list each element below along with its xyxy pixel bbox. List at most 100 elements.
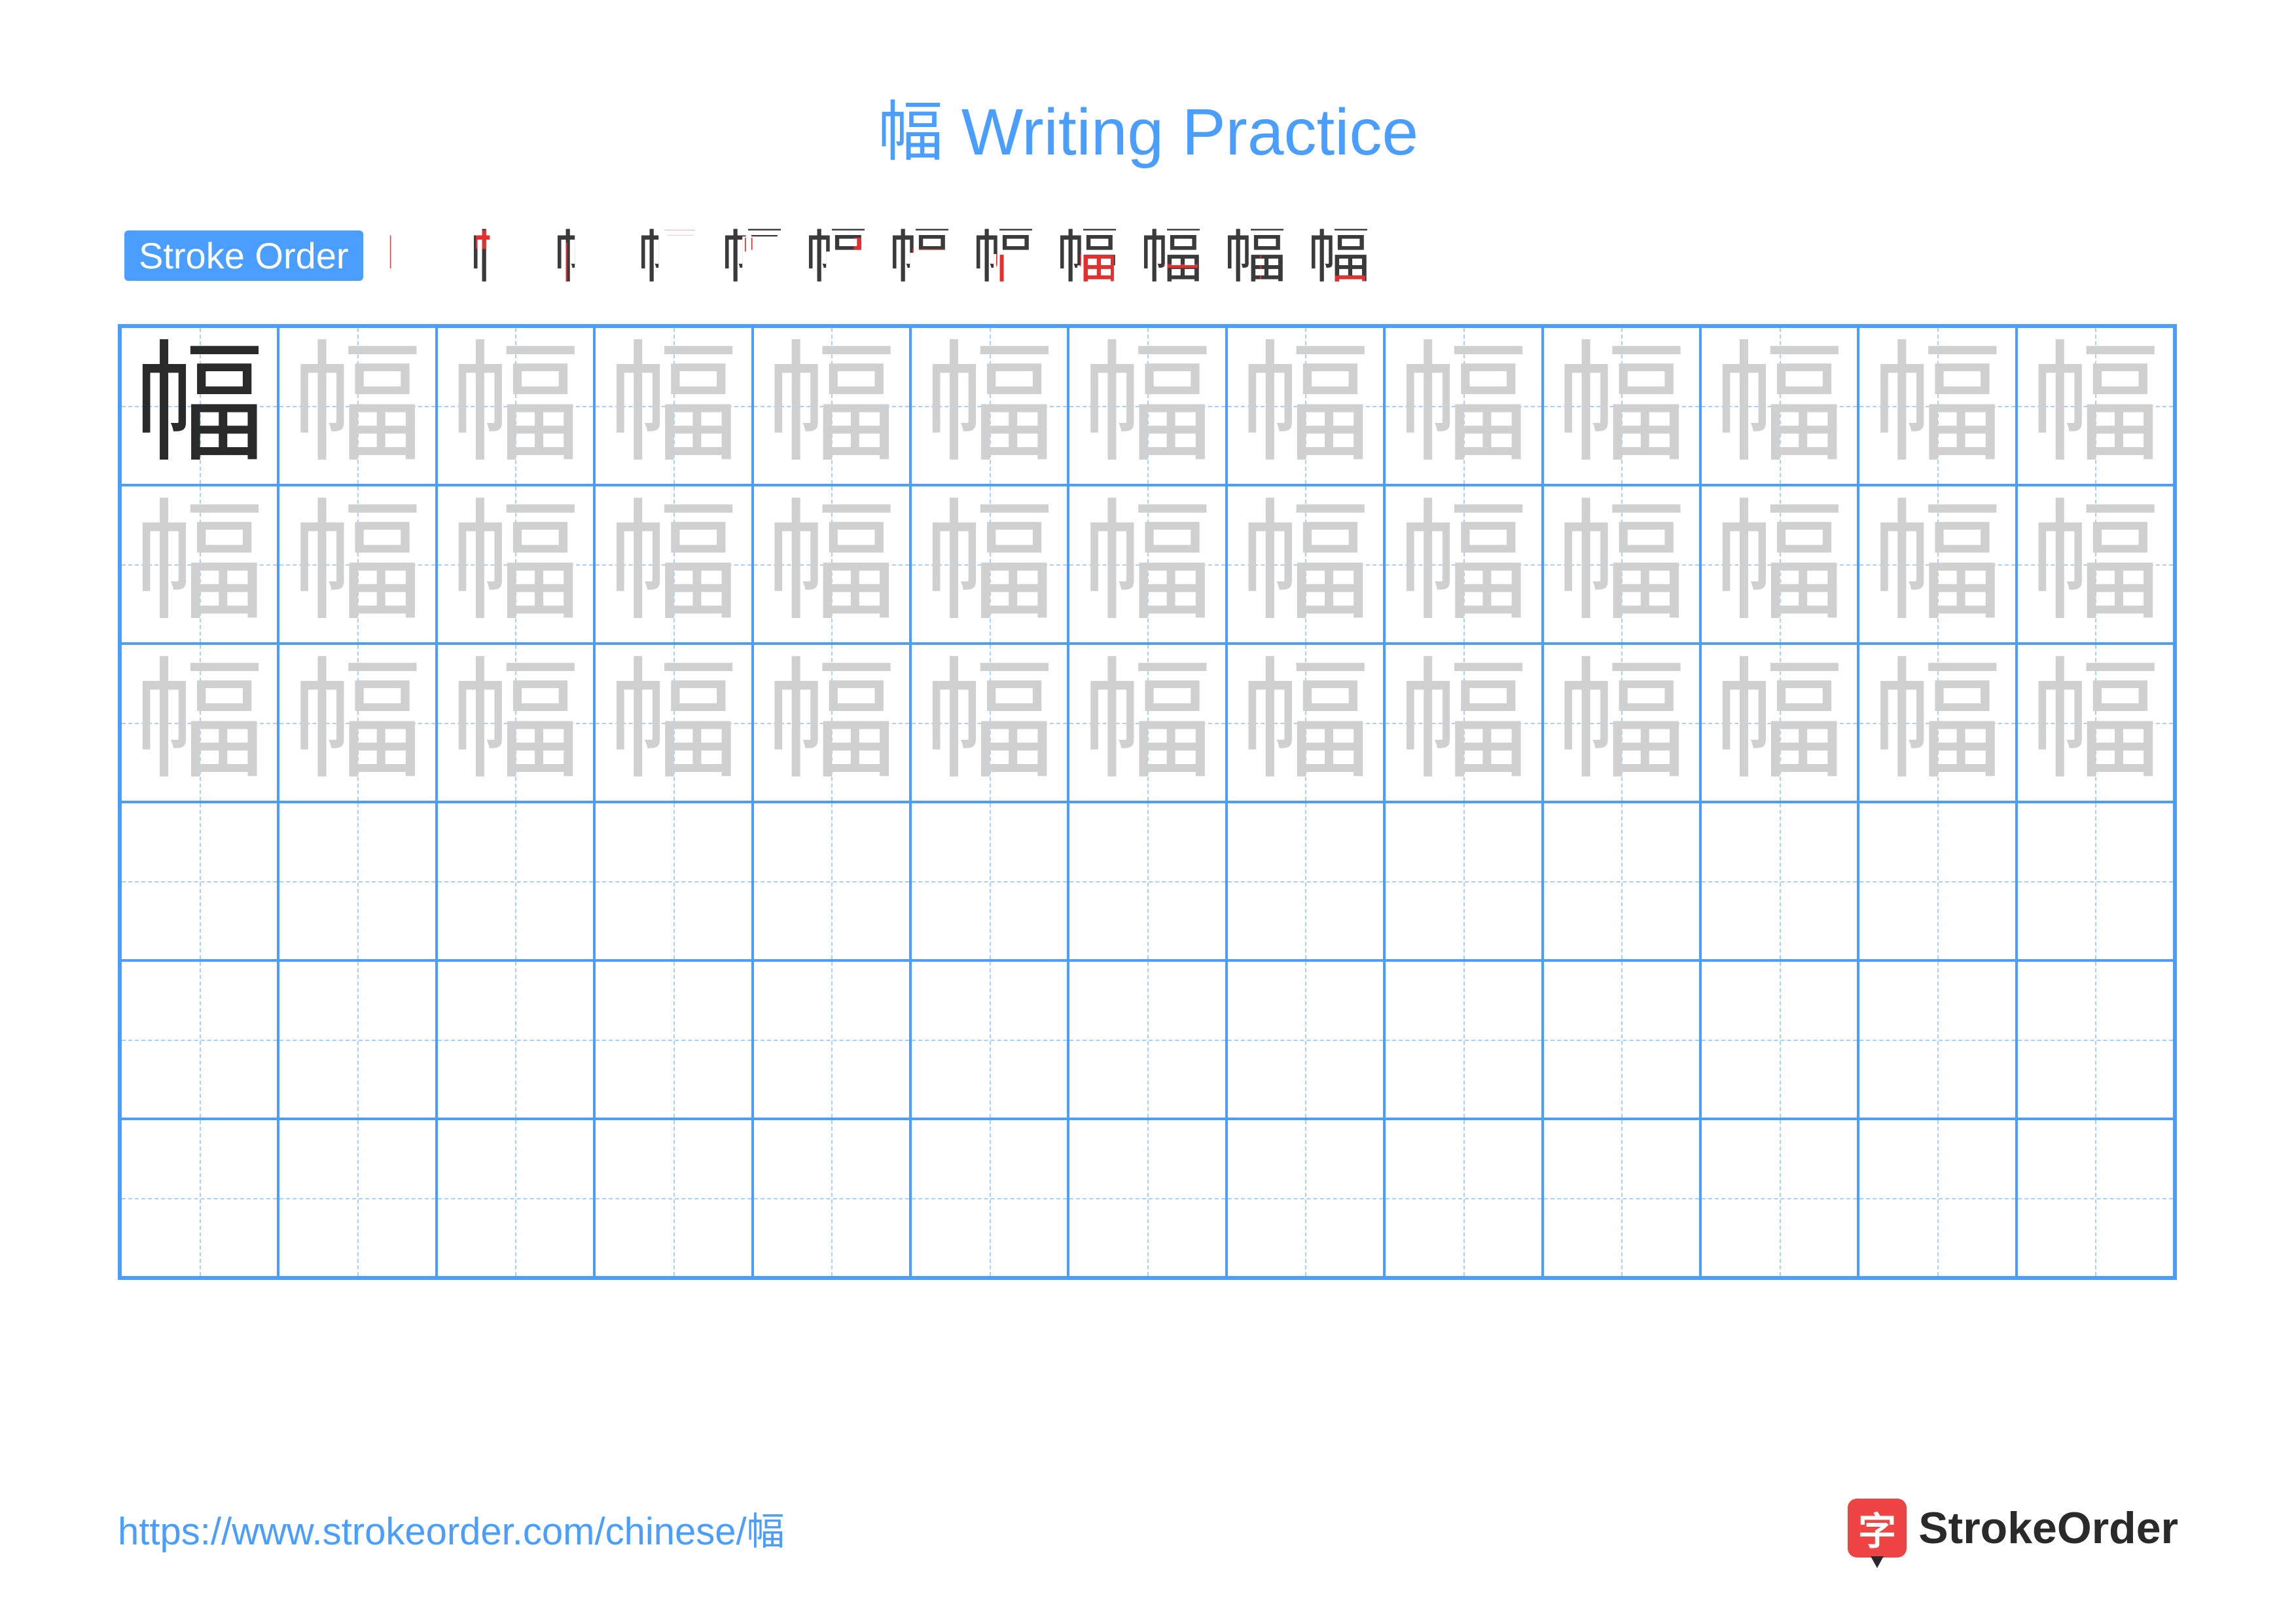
- grid-cell: [594, 802, 752, 960]
- guide-line-v: [673, 1120, 675, 1276]
- guide-line-v: [2095, 1120, 2096, 1276]
- guide-line-v: [200, 1120, 201, 1276]
- guide-line-v: [200, 803, 201, 959]
- trace-character: 幅: [1872, 340, 2003, 471]
- guide-line-v: [200, 962, 201, 1118]
- source-url: https://www.strokeorder.com/chinese/幅: [118, 1501, 785, 1556]
- grid-cell: [1068, 1119, 1226, 1277]
- grid-cell: 幅: [2017, 327, 2174, 485]
- stroke-step: 幅幅: [465, 219, 537, 291]
- guide-line-v: [1147, 1120, 1149, 1276]
- grid-cell: [1068, 802, 1226, 960]
- trace-character: 幅: [608, 657, 739, 788]
- grid-cell: 幅: [594, 644, 752, 802]
- guide-line-v: [1305, 803, 1306, 959]
- guide-line-v: [1305, 1120, 1306, 1276]
- guide-line-v: [1463, 1120, 1465, 1276]
- stroke-step: 幅: [382, 219, 454, 291]
- grid-row: 幅幅幅幅幅幅幅幅幅幅幅幅幅: [120, 327, 2174, 485]
- trace-character: 幅: [766, 499, 897, 630]
- grid-cell: 幅: [1068, 485, 1226, 644]
- grid-cell: [594, 1119, 752, 1277]
- trace-character: 幅: [292, 340, 423, 471]
- trace-character: 幅: [1714, 499, 1845, 630]
- grid-cell: 幅: [1543, 327, 1700, 485]
- grid-cell: [910, 802, 1068, 960]
- guide-line-v: [515, 962, 516, 1118]
- grid-cell: 幅: [910, 485, 1068, 644]
- grid-cell: 幅: [1858, 644, 2016, 802]
- logo-text: StrokeOrder: [1918, 1503, 2178, 1554]
- grid-row: [120, 1119, 2174, 1277]
- guide-line-v: [515, 803, 516, 959]
- grid-cell: 幅: [1227, 485, 1384, 644]
- grid-cell: 幅: [910, 327, 1068, 485]
- guide-line-v: [1621, 962, 1623, 1118]
- trace-character: 幅: [1398, 499, 1529, 630]
- guide-line-v: [990, 962, 991, 1118]
- guide-line-v: [673, 962, 675, 1118]
- grid-cell: [1700, 1119, 1858, 1277]
- grid-row: 幅幅幅幅幅幅幅幅幅幅幅幅幅: [120, 485, 2174, 644]
- grid-cell: 幅: [1700, 485, 1858, 644]
- grid-cell: [437, 802, 594, 960]
- trace-character: 幅: [608, 340, 739, 471]
- grid-cell: [2017, 960, 2174, 1119]
- grid-cell: [594, 960, 752, 1119]
- grid-cell: [2017, 1119, 2174, 1277]
- grid-cell: [120, 960, 278, 1119]
- guide-line-v: [990, 803, 991, 959]
- stroke-step: 幅幅: [884, 219, 956, 291]
- trace-character: 幅: [134, 499, 265, 630]
- stroke-step: 幅幅: [800, 219, 872, 291]
- stroke-step: 幅幅: [549, 219, 621, 291]
- grid-cell: 幅: [1227, 644, 1384, 802]
- grid-cell: [1068, 960, 1226, 1119]
- guide-line-v: [1780, 1120, 1781, 1276]
- guide-line-v: [1463, 803, 1465, 959]
- trace-character: 幅: [1240, 499, 1371, 630]
- grid-cell: [120, 1119, 278, 1277]
- trace-character: 幅: [608, 499, 739, 630]
- grid-cell: 幅: [1068, 644, 1226, 802]
- guide-line-v: [831, 962, 833, 1118]
- grid-cell: [753, 960, 910, 1119]
- grid-cell: 幅: [753, 644, 910, 802]
- grid-cell: 幅: [910, 644, 1068, 802]
- grid-cell: [1543, 960, 1700, 1119]
- trace-character: 幅: [2030, 657, 2161, 788]
- grid-row: [120, 802, 2174, 960]
- grid-cell: [1384, 960, 1542, 1119]
- trace-character: 幅: [924, 340, 1055, 471]
- trace-character: 幅: [766, 657, 897, 788]
- grid-cell: 幅: [120, 327, 278, 485]
- grid-cell: 幅: [1543, 485, 1700, 644]
- trace-character: 幅: [1872, 499, 2003, 630]
- trace-character: 幅: [1556, 340, 1687, 471]
- trace-character: 幅: [1240, 340, 1371, 471]
- grid-row: [120, 960, 2174, 1119]
- grid-cell: [1543, 1119, 1700, 1277]
- trace-character: 幅: [1082, 340, 1213, 471]
- guide-line-v: [1463, 962, 1465, 1118]
- grid-cell: [1227, 960, 1384, 1119]
- stroke-steps-container: 幅幅幅幅幅幅幅幅幅幅幅幅幅幅幅幅幅幅幅幅幅幅幅: [382, 219, 1375, 291]
- grid-cell: [1858, 802, 2016, 960]
- grid-cell: 幅: [437, 327, 594, 485]
- trace-character: 幅: [924, 499, 1055, 630]
- guide-line-v: [1937, 962, 1939, 1118]
- guide-line-v: [1305, 962, 1306, 1118]
- grid-cell: [437, 1119, 594, 1277]
- page-title: 幅 Writing Practice: [118, 79, 2178, 173]
- grid-cell: [278, 802, 436, 960]
- grid-cell: [910, 960, 1068, 1119]
- trace-character: 幅: [924, 657, 1055, 788]
- trace-character: 幅: [1398, 657, 1529, 788]
- grid-cell: 幅: [120, 644, 278, 802]
- grid-cell: 幅: [1384, 485, 1542, 644]
- grid-cell: 幅: [594, 485, 752, 644]
- grid-cell: 幅: [1384, 644, 1542, 802]
- guide-line-v: [357, 803, 359, 959]
- grid-cell: [1858, 960, 2016, 1119]
- trace-character: 幅: [292, 657, 423, 788]
